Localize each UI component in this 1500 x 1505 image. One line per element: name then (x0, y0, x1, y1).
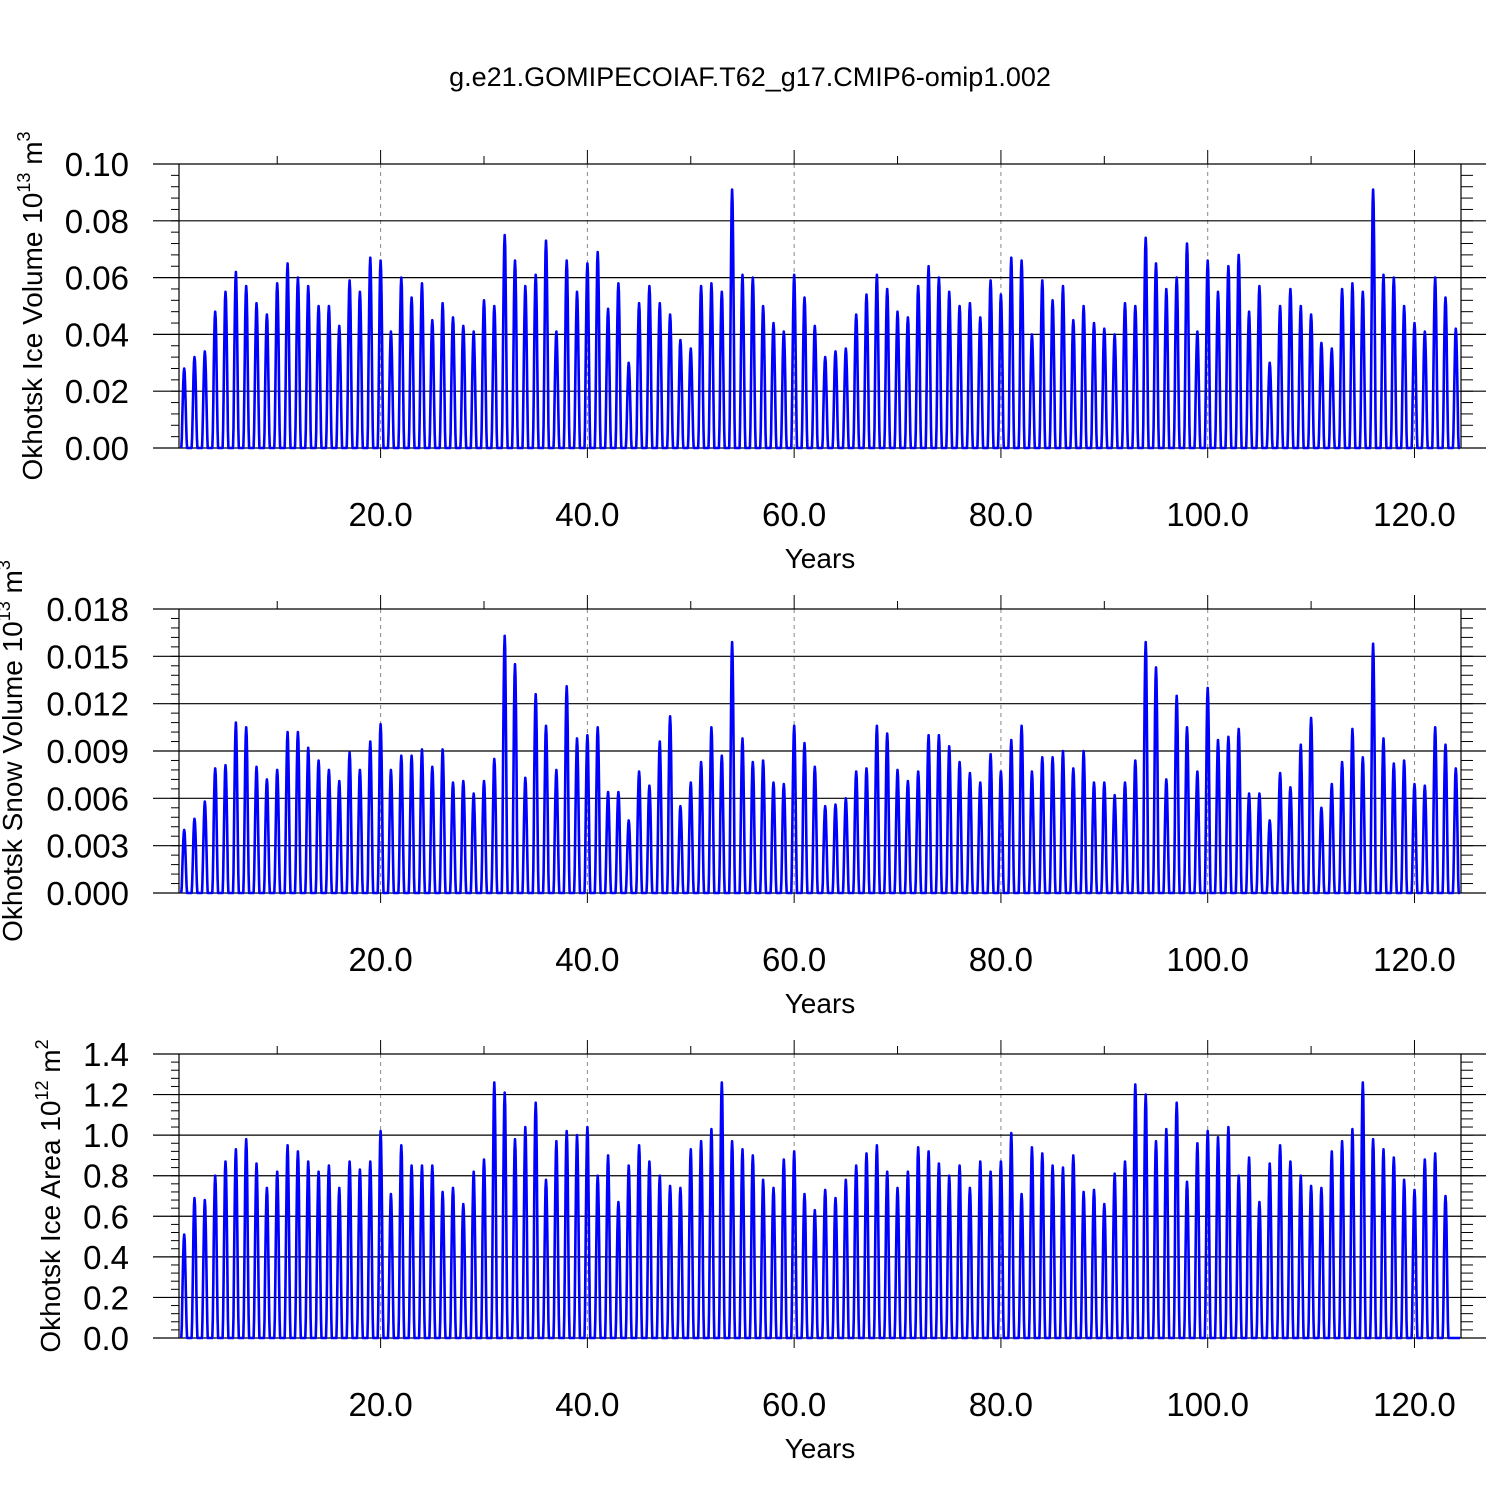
x-tick-label: 100.0 (1166, 496, 1249, 533)
y-tick-label: 0.009 (46, 733, 129, 770)
y-label-text: Okhotsk Snow Volume 10 (0, 621, 28, 942)
y-tick-label: 0.02 (65, 373, 129, 410)
x-axis-label: Years (785, 543, 856, 574)
y-tick-label: 0.06 (65, 260, 129, 297)
y-tick-label: 0.000 (46, 875, 129, 912)
x-tick-label: 120.0 (1373, 941, 1456, 978)
chart-panel-3: 0.0 0.20.4 0.60.8 1.01.2 1.4 20.0 40.0 60.0 80.0… (32, 1036, 1486, 1464)
y-tick-label: 1.0 (83, 1117, 129, 1154)
y-axis-label: Okhotsk Ice Volume 1013 m3 (14, 131, 48, 480)
y-tick-label: 0.4 (83, 1239, 129, 1276)
y-label-superscript: 12 (32, 1080, 52, 1100)
x-tick-label: 120.0 (1373, 1386, 1456, 1423)
x-tick-label: 60.0 (762, 1386, 826, 1423)
y-tick-label: 0.10 (65, 146, 129, 183)
y-label-superscript: 13 (14, 173, 34, 193)
y-tick-label: 0.00 (65, 430, 129, 467)
y-tick-label: 1.2 (83, 1077, 129, 1114)
y-tick-label: 0.006 (46, 780, 129, 817)
y-tick-label: 0.08 (65, 203, 129, 240)
x-tick-label: 40.0 (555, 941, 619, 978)
chart-panel-1: 0.00 0.02 0.04 0.06 0.08 0.10 20.0 40.0 60.0 80.0… (14, 131, 1486, 574)
y-label-text: m (35, 1049, 66, 1080)
x-tick-label: 100.0 (1166, 1386, 1249, 1423)
x-axis-label: Years (785, 1433, 856, 1464)
x-tick-label: 40.0 (555, 496, 619, 533)
x-tick-label: 20.0 (348, 496, 412, 533)
y-label-superscript: 3 (14, 131, 34, 141)
y-label-superscript: 3 (0, 560, 14, 570)
x-tick-label: 60.0 (762, 496, 826, 533)
chart-panel-2: 0.000 0.003 0.006 0.009 0.012 0.015 0.018 20.0 4… (0, 560, 1486, 1019)
series-line (180, 1081, 1460, 1340)
series-line (180, 188, 1460, 450)
y-label-text: Okhotsk Ice Area 10 (35, 1101, 66, 1353)
y-axis-label: Okhotsk Snow Volume 1013 m3 (0, 560, 28, 942)
y-tick-label: 0.6 (83, 1198, 129, 1235)
y-tick-label: 0.2 (83, 1279, 129, 1316)
y-tick-label: 0.003 (46, 828, 129, 865)
x-tick-label: 100.0 (1166, 941, 1249, 978)
x-tick-label: 40.0 (555, 1386, 619, 1423)
y-tick-label: 0.015 (46, 638, 129, 675)
x-tick-label: 80.0 (969, 1386, 1033, 1423)
y-label-text: m (17, 141, 48, 172)
y-axis-label: Okhotsk Ice Area 1012 m2 (32, 1039, 66, 1352)
y-tick-label: 0.018 (46, 591, 129, 628)
x-tick-label: 120.0 (1373, 496, 1456, 533)
x-tick-label: 80.0 (969, 941, 1033, 978)
y-tick-label: 0.0 (83, 1320, 129, 1357)
y-tick-label: 0.04 (65, 316, 129, 353)
y-tick-label: 1.4 (83, 1036, 129, 1073)
series-line (180, 634, 1460, 895)
x-axis-label: Years (785, 988, 856, 1019)
y-label-text: m (0, 570, 28, 601)
x-tick-label: 80.0 (969, 496, 1033, 533)
figure-title: g.e21.GOMIPECOIAF.T62_g17.CMIP6-omip1.00… (449, 62, 1051, 92)
y-tick-label: 0.012 (46, 686, 129, 723)
y-tick-label: 0.8 (83, 1158, 129, 1195)
x-tick-label: 60.0 (762, 941, 826, 978)
x-tick-label: 20.0 (348, 941, 412, 978)
y-label-superscript: 2 (32, 1039, 52, 1049)
y-label-superscript: 13 (0, 601, 14, 621)
y-label-text: Okhotsk Ice Volume 10 (17, 193, 48, 481)
x-tick-label: 20.0 (348, 1386, 412, 1423)
